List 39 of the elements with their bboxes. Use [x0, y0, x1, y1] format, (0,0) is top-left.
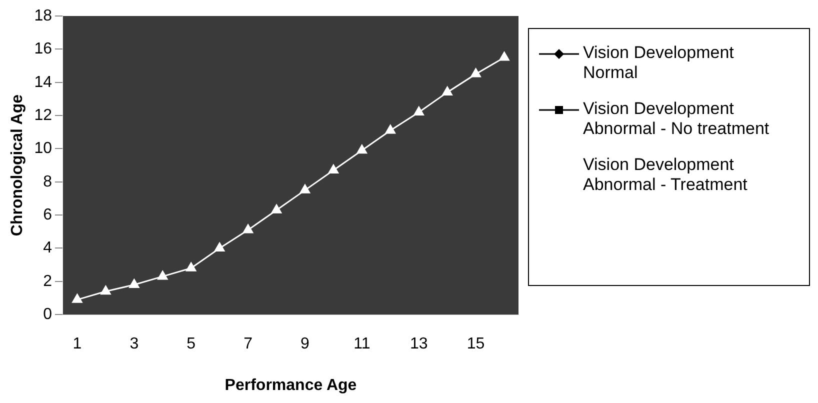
text: Vision Development Abnormal - Treatment — [583, 155, 748, 195]
y-tick-label: 0 — [43, 306, 52, 324]
point — [186, 262, 196, 272]
point — [242, 224, 254, 234]
x-tick-label: 1 — [72, 336, 82, 353]
point — [72, 294, 82, 303]
y-tick-label: 14 — [34, 74, 52, 91]
y-tick-label: 12 — [34, 106, 52, 124]
x-axis-title: Performance Age — [224, 376, 357, 394]
x-tick-label: 3 — [130, 336, 139, 353]
y-tick-label: 18 — [34, 7, 52, 24]
x-tick-label: 13 — [410, 336, 428, 353]
point — [414, 106, 424, 116]
point — [356, 144, 367, 154]
y-tick-label: 2 — [43, 272, 52, 290]
point — [385, 124, 396, 134]
point — [328, 164, 339, 174]
point — [499, 52, 510, 61]
point — [214, 242, 225, 252]
point — [129, 278, 140, 288]
x-tick-label: 15 — [466, 336, 485, 353]
point — [271, 204, 282, 214]
y-tick-label: 16 — [34, 40, 52, 58]
point — [470, 68, 481, 78]
y-tick-label: 4 — [43, 240, 52, 257]
x-tick-label: 5 — [186, 336, 196, 353]
legend-label: Vision Development Abnormal - No treatment — [583, 99, 770, 139]
point — [300, 184, 310, 194]
x-tick-label: 9 — [300, 336, 310, 353]
point — [442, 86, 452, 96]
y-tick-label: 10 — [34, 140, 52, 158]
x-tick-label: 7 — [244, 336, 253, 353]
point — [100, 286, 111, 295]
x-tick-label: 11 — [354, 336, 370, 353]
legend-label: Vision Development Normal — [583, 43, 735, 83]
y-tick-label: 6 — [43, 206, 52, 224]
y-axis-title: Chronological Age — [9, 94, 26, 236]
y-tick-label: 8 — [43, 173, 52, 190]
point — [158, 270, 168, 280]
